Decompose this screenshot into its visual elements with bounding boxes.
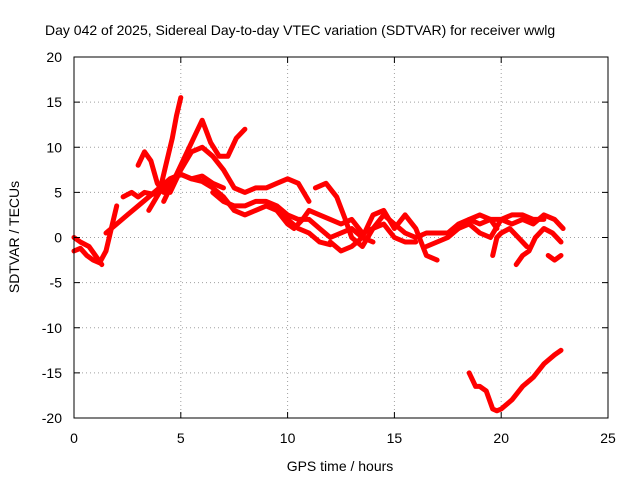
x-tick-label: 0 [70,430,78,446]
x-tick-label: 5 [177,430,185,446]
chart-title: Day 042 of 2025, Sidereal Day-to-day VTE… [45,22,555,38]
x-tick-label: 20 [493,430,509,446]
series-track-3 [103,171,333,248]
y-tick-label: 20 [46,49,62,65]
series-track-15 [456,212,547,240]
y-tick-label: 15 [46,94,62,110]
series-track-6 [146,95,184,213]
x-tick-label: 10 [280,430,296,446]
x-tick-label: 25 [600,430,616,446]
grid [74,57,608,418]
tick-layer: 0 5 10 15 20 25 -20 -15 -10 -5 0 5 10 15 20 [42,49,616,446]
y-tick-label: 5 [54,184,62,200]
y-tick-label: -20 [42,410,62,426]
series-track-16 [490,226,530,258]
series-track-2 [71,235,105,268]
y-tick-label: 10 [46,139,62,155]
series-track-10 [274,207,419,245]
series-track-4 [120,188,162,200]
series-track-8 [167,144,312,204]
series-layer [71,95,566,414]
x-axis-label: GPS time / hours [287,458,394,474]
y-axis-label: SDTVAR / TECUs [6,181,22,293]
y-tick-label: -15 [42,365,62,381]
y-tick-label: 0 [54,230,62,246]
series-track-9 [210,189,376,245]
series-track-18 [545,253,564,263]
series-track-5 [135,149,226,195]
series-track-17 [513,226,564,268]
x-tick-label: 15 [387,430,403,446]
y-tick-label: -5 [50,275,63,291]
y-tick-label: -10 [42,320,62,336]
series-track-19 [466,347,564,414]
